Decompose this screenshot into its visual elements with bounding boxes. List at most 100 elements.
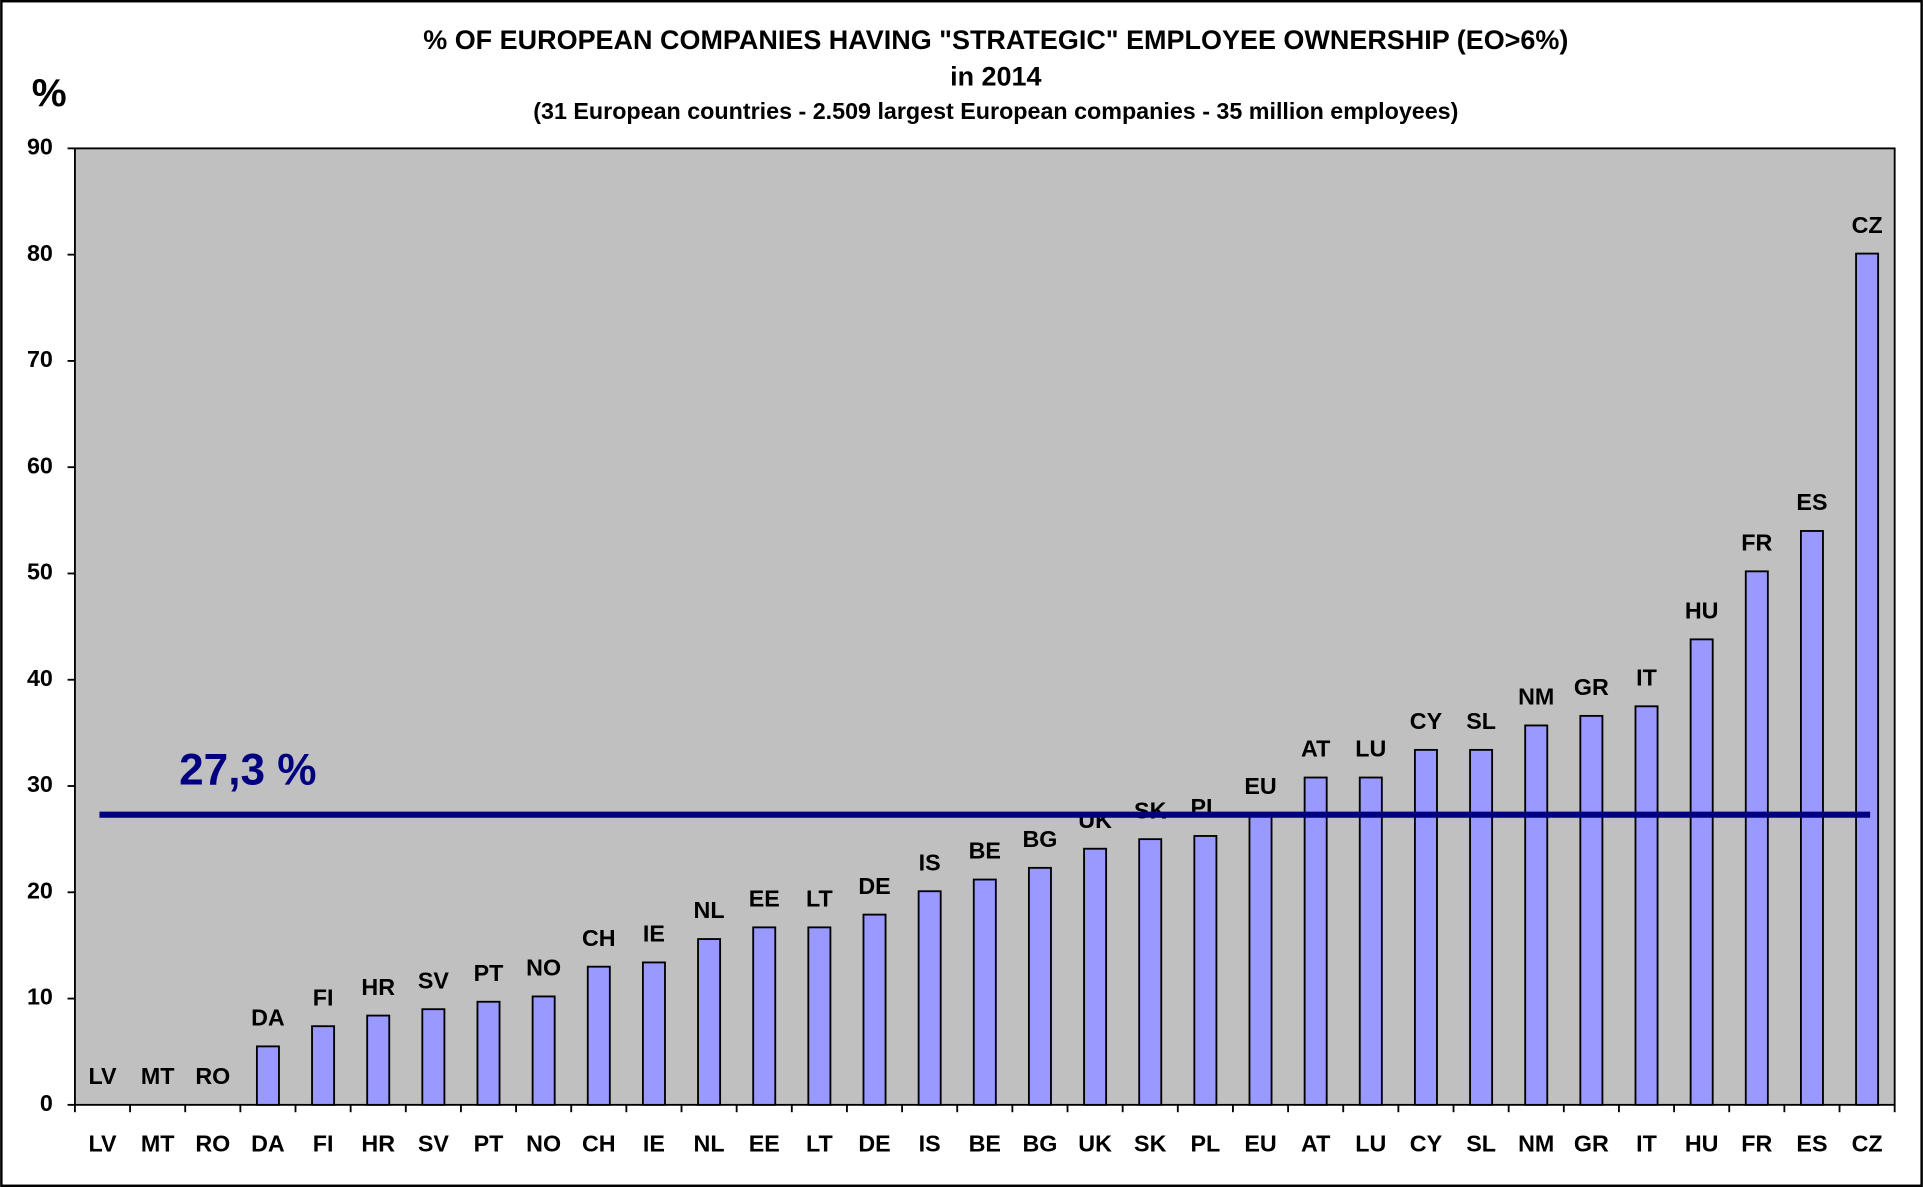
data-label: LU [1355, 736, 1386, 762]
x-tick-label: HU [1685, 1130, 1719, 1156]
x-tick-label: HR [361, 1130, 395, 1156]
x-tick-label: NO [526, 1130, 561, 1156]
data-label: UK [1078, 807, 1112, 833]
bar [807, 926, 832, 1106]
x-tick-label: CH [582, 1130, 616, 1156]
bar [311, 1025, 336, 1106]
x-tick-label: UK [1078, 1130, 1112, 1156]
data-label: AT [1301, 736, 1330, 762]
y-tick-label: 70 [27, 346, 53, 372]
bar [1083, 847, 1108, 1106]
data-label: RO [195, 1063, 230, 1089]
bar [255, 1045, 280, 1106]
chart-title: in 2014 [950, 62, 1041, 92]
bar [1799, 530, 1824, 1106]
data-label: SK [1134, 797, 1167, 823]
bar [366, 1014, 391, 1106]
data-label: NO [526, 955, 561, 981]
bar [1634, 705, 1659, 1106]
x-tick-label: PT [474, 1130, 504, 1156]
x-tick-label: MT [141, 1130, 175, 1156]
data-label: NL [694, 897, 725, 923]
bar [1358, 776, 1383, 1106]
y-tick-label: 90 [27, 134, 53, 160]
x-tick-label: SK [1134, 1130, 1167, 1156]
x-tick-label: GR [1574, 1130, 1609, 1156]
x-tick-label: LT [806, 1130, 833, 1156]
data-label: LT [806, 886, 833, 912]
data-label: SL [1466, 708, 1496, 734]
x-tick-label: DA [251, 1130, 285, 1156]
y-tick-label: 30 [27, 771, 53, 797]
bar [1744, 570, 1769, 1106]
bar [476, 1000, 501, 1106]
y-tick-label: 40 [27, 665, 53, 691]
data-label: FI [313, 984, 334, 1010]
data-label: NM [1518, 684, 1554, 710]
data-label: CH [582, 925, 616, 951]
x-tick-label: BE [969, 1130, 1001, 1156]
bar [1469, 748, 1494, 1106]
x-tick-label: SL [1466, 1130, 1496, 1156]
data-label: SV [418, 967, 450, 993]
bar [1689, 638, 1714, 1106]
data-label: HU [1685, 598, 1719, 624]
x-tick-label: AT [1301, 1130, 1330, 1156]
x-tick-label: DE [858, 1130, 890, 1156]
bar [697, 938, 722, 1106]
x-tick-label: EU [1244, 1130, 1276, 1156]
x-tick-label: BG [1022, 1130, 1057, 1156]
bar [1303, 776, 1328, 1106]
x-tick-label: IT [1636, 1130, 1657, 1156]
data-label: HR [361, 974, 395, 1000]
data-label: FR [1741, 530, 1772, 556]
data-label: IS [919, 849, 941, 875]
bar [972, 878, 997, 1106]
data-label: CZ [1852, 212, 1883, 238]
data-label: CY [1410, 708, 1443, 734]
x-tick-label: FI [313, 1130, 334, 1156]
chart-subtitle: (31 European countries - 2.509 largest E… [533, 98, 1458, 124]
reference-label: 27,3 % [179, 746, 316, 795]
x-tick-label: FR [1741, 1130, 1772, 1156]
data-label: LV [88, 1063, 116, 1089]
data-label: BG [1022, 826, 1057, 852]
chart-title: % OF EUROPEAN COMPANIES HAVING "STRATEGI… [423, 25, 1568, 55]
bar [1027, 866, 1052, 1106]
bar [1524, 724, 1549, 1106]
data-label: BE [969, 838, 1001, 864]
data-label: PT [474, 960, 504, 986]
x-tick-label: ES [1796, 1130, 1827, 1156]
x-tick-label: SV [418, 1130, 450, 1156]
x-tick-label: NL [694, 1130, 725, 1156]
x-tick-label: CY [1410, 1130, 1443, 1156]
x-tick-label: IS [919, 1130, 941, 1156]
bar [1193, 835, 1218, 1106]
bar [531, 995, 556, 1106]
y-tick-label: 10 [27, 984, 53, 1010]
y-tick-label: 80 [27, 240, 53, 266]
y-tick-label: 20 [27, 877, 53, 903]
bar [586, 965, 611, 1106]
bar [1248, 813, 1273, 1106]
data-label: EE [749, 886, 780, 912]
y-tick-label: 60 [27, 452, 53, 478]
x-tick-label: NM [1518, 1130, 1554, 1156]
data-label: GR [1574, 674, 1609, 700]
y-tick-label: 50 [27, 559, 53, 585]
x-tick-label: LU [1355, 1130, 1386, 1156]
x-tick-label: EE [749, 1130, 780, 1156]
data-label: IE [643, 921, 665, 947]
x-tick-label: CZ [1852, 1130, 1883, 1156]
bar [1138, 838, 1163, 1106]
data-label: ES [1796, 489, 1827, 515]
x-tick-label: LV [88, 1130, 116, 1156]
x-tick-label: PL [1190, 1130, 1220, 1156]
y-tick-label: 0 [40, 1090, 53, 1116]
bar [752, 926, 777, 1106]
bar [862, 913, 887, 1106]
x-tick-label: RO [195, 1130, 230, 1156]
data-label: EU [1244, 773, 1276, 799]
bar [1413, 748, 1438, 1106]
